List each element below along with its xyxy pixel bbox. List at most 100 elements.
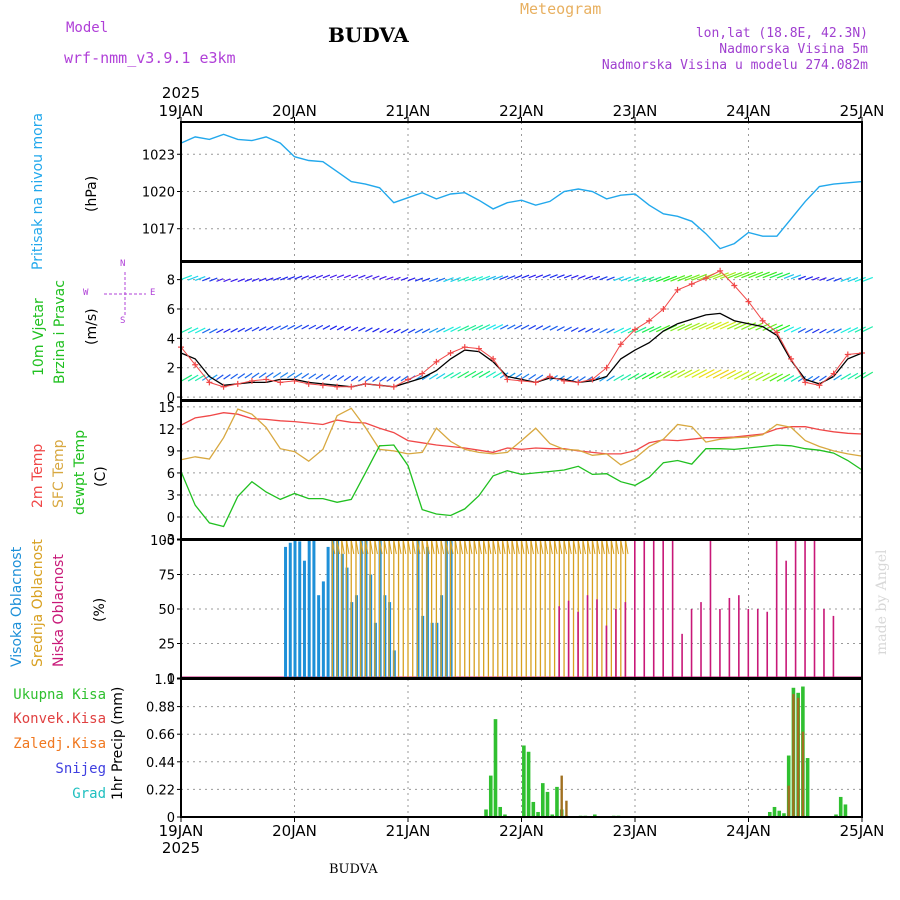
- wind-gust-marker: [348, 383, 355, 390]
- y-tick-label: 8: [167, 274, 175, 289]
- cloud-low-bar: [756, 609, 759, 678]
- year-label-bottom: 2025: [162, 839, 200, 857]
- x-tick-label-bottom: 21JAN: [386, 822, 431, 840]
- precip-total-bar: [834, 814, 838, 817]
- wind-barb: [478, 275, 491, 282]
- wind-barb: [861, 326, 874, 333]
- cloud-low-bar: [823, 609, 825, 678]
- cloud-mid-bar-tick: [620, 539, 624, 555]
- wind-barb: [790, 326, 802, 333]
- cloud-high-bar: [321, 581, 325, 678]
- wind-barb: [478, 324, 491, 331]
- wind-barb: [187, 327, 199, 334]
- cloud-mid-bar-tick: [379, 539, 383, 555]
- wind-barb: [797, 275, 806, 280]
- y-tick-label: 0.88: [146, 701, 175, 716]
- cloud-mid-bar-tick: [606, 539, 610, 555]
- y-tick-label: 6: [167, 467, 175, 482]
- wind-barb: [414, 328, 424, 334]
- wind-barb: [847, 372, 859, 380]
- wind-barb: [585, 327, 594, 333]
- wind-barb: [854, 372, 867, 380]
- wind-barb: [847, 277, 859, 283]
- wind-barb: [279, 372, 289, 379]
- wind-barb: [329, 274, 338, 279]
- wind-barb: [521, 274, 530, 279]
- cloud-mid-bar-tick: [506, 539, 511, 555]
- wind-barb: [655, 370, 671, 379]
- wind-barb: [379, 328, 387, 333]
- cloud-low-bar: [596, 599, 598, 678]
- wind-barb: [322, 325, 331, 330]
- wind-gust-marker: [319, 382, 326, 389]
- wind-barb: [471, 370, 484, 379]
- wind-gust-marker: [263, 376, 270, 383]
- wind-barb: [485, 371, 497, 379]
- wind-barb: [464, 276, 477, 282]
- wind-gust-marker: [745, 298, 752, 305]
- y-tick-label: 0: [167, 672, 175, 687]
- wind-barb: [783, 326, 795, 333]
- wind-barb: [372, 275, 380, 280]
- precip-conv-bar: [796, 697, 800, 817]
- wind-barb: [421, 277, 431, 282]
- wind-barb: [684, 369, 700, 378]
- cloud-low-bar: [558, 606, 560, 678]
- wind-gust-marker: [688, 281, 695, 288]
- cloud-low-bar: [709, 540, 712, 678]
- wind-barb: [819, 328, 827, 334]
- wind-barb: [351, 274, 359, 279]
- wind-barb: [812, 328, 820, 334]
- cloud-mid-bar-tick: [331, 539, 336, 555]
- wind-barb: [336, 325, 345, 331]
- wind-barb: [230, 327, 238, 333]
- wind-barb: [393, 328, 401, 334]
- precip-total-bar: [536, 811, 540, 817]
- wind-gust-marker: [461, 344, 468, 351]
- wind-barb: [677, 274, 693, 282]
- wind-gust-marker: [220, 383, 227, 390]
- cloud-low-bar: [738, 595, 740, 678]
- wind-barb: [648, 371, 662, 380]
- wind-gust-marker: [291, 377, 298, 384]
- precip-total-bar: [493, 719, 498, 817]
- cloud-mid-bar-tick: [591, 539, 596, 555]
- cloud-high-bar: [293, 540, 297, 678]
- wind-barb: [549, 274, 558, 279]
- wind-barb: [308, 373, 317, 380]
- wind-barb: [180, 374, 193, 382]
- wind-barb: [358, 326, 366, 332]
- wind-barb: [840, 373, 852, 381]
- wind-barb: [854, 326, 866, 333]
- cloud-mid-bar-tick: [516, 539, 520, 555]
- precip-total-bar: [555, 786, 559, 817]
- marks-layer: [178, 133, 874, 818]
- cloud-mid-bar-tick: [388, 539, 393, 555]
- wind-gust-marker: [674, 286, 681, 293]
- elevation-text: Nadmorska Visina 5m: [719, 42, 868, 57]
- wind-gust-marker: [518, 377, 525, 384]
- cloud-mid-bar-tick: [554, 539, 558, 555]
- wind-gust-marker: [603, 364, 610, 371]
- wind-barb: [833, 328, 842, 334]
- wind-barb: [343, 274, 352, 279]
- wind-barb: [365, 275, 373, 279]
- precip-total-bar: [772, 806, 777, 817]
- cloud-mid-bar-tick: [525, 539, 530, 555]
- wind-barb: [294, 372, 303, 379]
- cloud-low-bar: [624, 602, 627, 678]
- wind-barb: [634, 276, 647, 283]
- wind-barb: [237, 327, 246, 333]
- wind-barb: [443, 372, 454, 379]
- wind-barb: [542, 274, 551, 279]
- wind-barb: [641, 326, 655, 333]
- wind-barb: [599, 276, 608, 281]
- cloud-low-bar: [719, 609, 721, 678]
- wind-barb: [861, 371, 874, 379]
- cloud-low-bar: [643, 540, 646, 678]
- wind-gust-marker: [617, 341, 624, 348]
- cloud-mid-bar-tick: [421, 539, 426, 555]
- precip-total-bar: [838, 796, 843, 817]
- cloud-mid-bar-tick: [464, 539, 468, 555]
- wind-barb: [457, 276, 470, 282]
